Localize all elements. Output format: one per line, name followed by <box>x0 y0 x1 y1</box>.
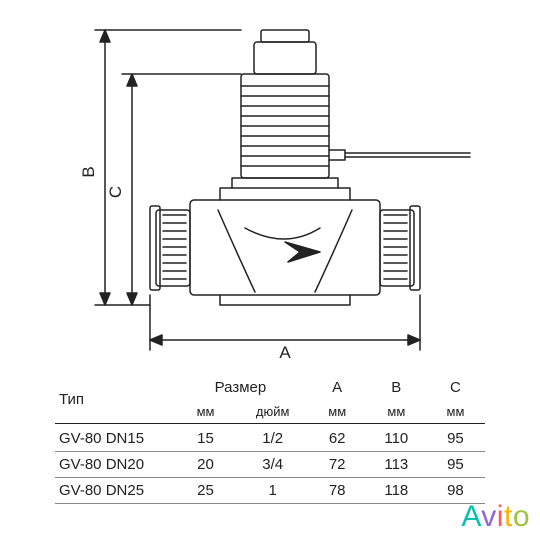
table-row: GV-80 DN20 20 3/4 72 113 95 <box>55 452 485 478</box>
watermark-letter: i <box>497 500 504 533</box>
watermark-letter: t <box>504 500 513 533</box>
svg-text:B: B <box>79 166 98 177</box>
watermark-letter: v <box>481 500 497 533</box>
col-sub-c: мм <box>426 400 485 424</box>
watermark-logo: Avito <box>461 500 530 534</box>
table-row: GV-80 DN15 15 1/2 62 110 95 <box>55 424 485 452</box>
col-header-c: C <box>426 375 485 400</box>
svg-text:C: C <box>106 186 125 198</box>
col-header-a: A <box>308 375 367 400</box>
svg-text:A: A <box>279 343 291 362</box>
watermark-letter: A <box>461 500 481 533</box>
col-sub-b: мм <box>367 400 426 424</box>
valve-body <box>150 178 420 305</box>
watermark-letter: o <box>513 500 530 533</box>
table-body: GV-80 DN15 15 1/2 62 110 95 GV-80 DN20 2… <box>55 424 485 504</box>
col-sub-inch: дюйм <box>238 400 308 424</box>
col-header-type: Тип <box>55 375 173 424</box>
table-row: GV-80 DN25 25 1 78 118 98 <box>55 478 485 504</box>
col-header-size: Размер <box>173 375 307 400</box>
solenoid-coil <box>241 30 470 178</box>
col-sub-mm: мм <box>173 400 238 424</box>
col-sub-a: мм <box>308 400 367 424</box>
dimensions-table: Тип Размер A B C мм дюйм мм мм мм GV-80 … <box>55 375 485 504</box>
technical-diagram: A B C <box>0 0 540 380</box>
col-header-b: B <box>367 375 426 400</box>
